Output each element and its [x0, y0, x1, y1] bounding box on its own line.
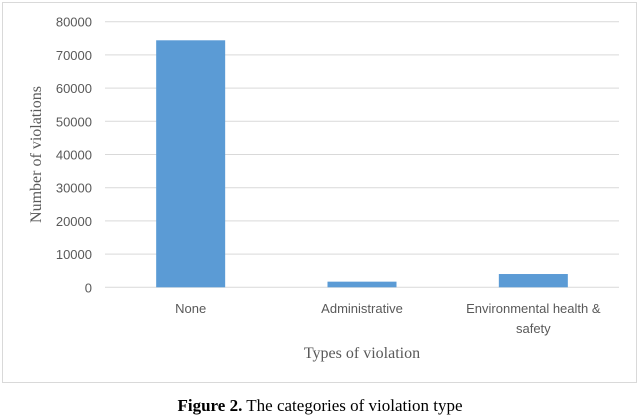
caption-text: The categories of violation type: [242, 396, 463, 415]
x-tick-label: None: [175, 301, 206, 316]
y-tick-label: 20000: [56, 214, 92, 229]
bar-none: [156, 40, 226, 288]
bar-chart: 0 10000 20000 30000 40000 50000 60000 70000 8000…: [28, 15, 619, 362]
y-tick-label: 70000: [56, 48, 92, 63]
x-tick-label: Environmental health &: [466, 301, 601, 316]
x-tick-label: safety: [516, 321, 551, 336]
x-axis-title: Types of violation: [304, 345, 420, 362]
caption-label: Figure 2.: [177, 396, 243, 415]
y-axis-title: Number of violations: [28, 86, 45, 223]
bar-administrative: [327, 281, 397, 288]
y-tick-label: 40000: [56, 148, 92, 163]
y-tick-label: 80000: [56, 15, 92, 30]
y-tick-label: 10000: [56, 247, 92, 262]
x-tick-label: Administrative: [321, 301, 403, 316]
y-tick-label: 50000: [56, 114, 92, 129]
bar-environmental-health-safety: [498, 274, 568, 288]
y-tick-label: 0: [85, 280, 92, 295]
y-tick-label: 30000: [56, 181, 92, 196]
figure-caption: Figure 2. The categories of violation ty…: [0, 396, 640, 416]
y-tick-label: 60000: [56, 81, 92, 96]
chart-frame: [2, 2, 637, 383]
